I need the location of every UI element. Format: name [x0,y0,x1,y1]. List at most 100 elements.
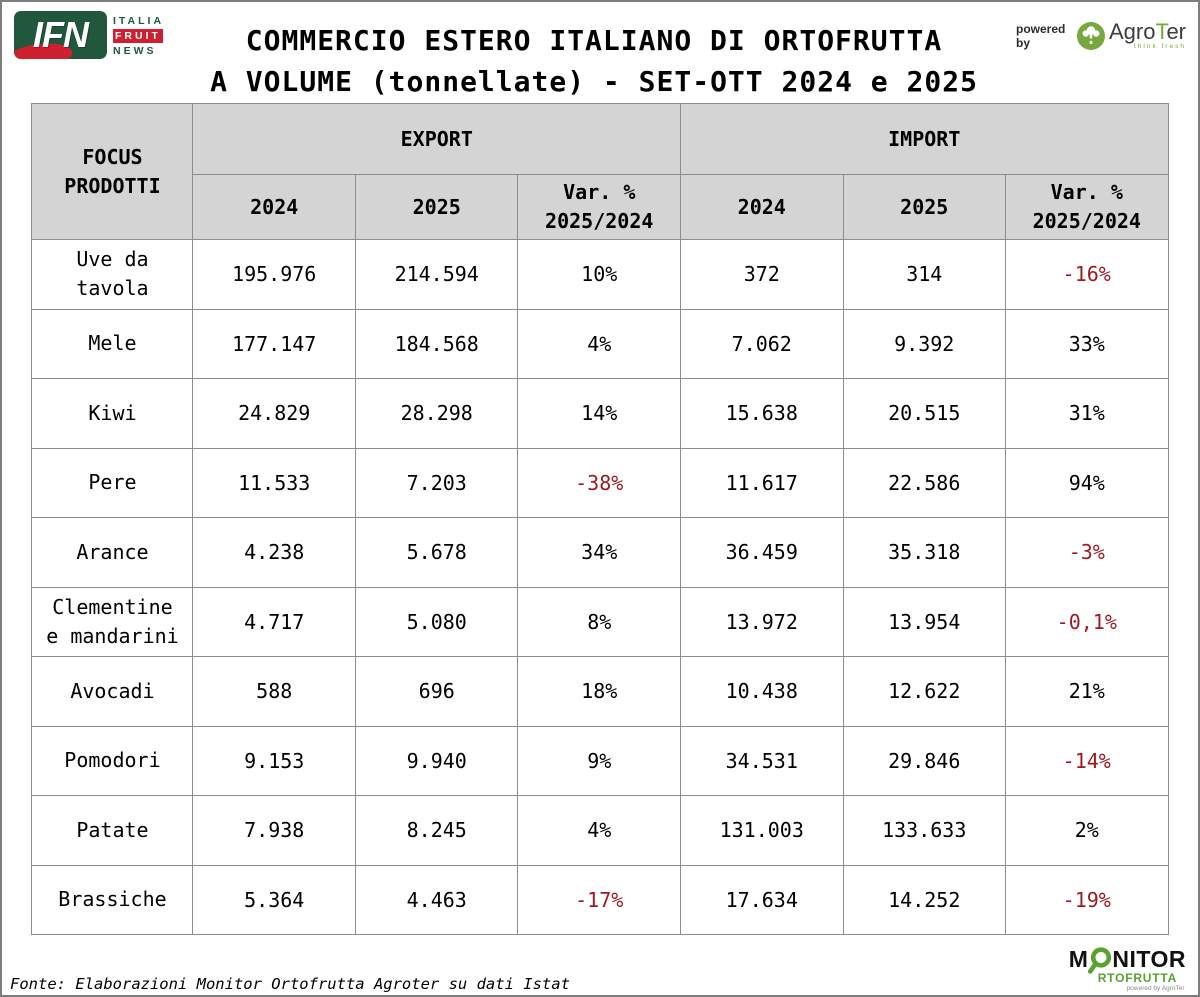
import-var-cell: -3% [1005,517,1169,588]
table-group-header-row: FOCUS PRODOTTI EXPORT IMPORT [31,103,1169,240]
title-line-2: A VOLUME (tonnellate) - SET-OTT 2024 e 2… [210,65,978,98]
export-var-cell: -17% [517,864,681,935]
page-title: COMMERCIO ESTERO ITALIANO DI ORTOFRUTTA … [172,11,1016,102]
import-var-cell: -19% [1005,864,1169,935]
import-var-cell: 33% [1005,308,1169,379]
ifn-badge: IFN [14,11,107,59]
header: IFN ITALIA FRUIT NEWS COMMERCIO ESTERO I… [2,2,1198,103]
column-header-export-2025: 2025 [354,174,519,240]
import-var-cell: -0,1% [1005,586,1169,657]
column-header-export-var: Var. % 2025/2024 [517,174,681,240]
source-note: Fonte: Elaborazioni Monitor Ortofrutta A… [10,975,570,993]
export-var-cell: 14% [517,378,681,449]
table-row: Clementine e mandarini 4.717 5.080 8% 13… [31,586,1169,657]
export-2024-cell: 24.829 [192,378,356,449]
product-cell: Clementine e mandarini [31,586,194,657]
ifn-acronym: IFN [33,14,89,55]
table-row: Pomodori 9.153 9.940 9% 34.531 29.846 -1… [31,725,1169,796]
ifn-word-fruit: FRUIT [113,29,163,43]
table-row: Patate 7.938 8.245 4% 131.003 133.633 2% [31,795,1169,866]
monitor-ortofrutta-logo: M NITOR RTOFRUTTA powered by AgroTer [1069,944,1186,995]
table-row: Kiwi 24.829 28.298 14% 15.638 20.515 31% [31,378,1169,449]
ifn-logo: IFN ITALIA FRUIT NEWS [14,11,172,59]
product-cell: Arance [31,517,194,588]
tree-icon [1076,22,1105,50]
export-2024-cell: 11.533 [192,447,356,518]
table-year-header-row: 2024 2025 Var. % 2025/2024 2024 2025 Var… [32,174,1169,240]
export-2025-cell: 8.245 [354,795,519,866]
import-2025-cell: 12.622 [842,656,1006,727]
column-header-focus-prodotti: FOCUS PRODOTTI [31,103,194,240]
import-var-cell: 31% [1005,378,1169,449]
export-2024-cell: 7.938 [192,795,356,866]
import-2025-cell: 9.392 [842,308,1006,379]
product-cell: Pomodori [31,725,194,796]
export-var-cell: 34% [517,517,681,588]
magnifier-icon [1087,946,1113,978]
product-cell: Uve da tavola [31,239,194,310]
column-header-export-2024: 2024 [192,174,356,240]
export-2024-cell: 9.153 [192,725,356,796]
product-cell: Kiwi [31,378,194,449]
import-2024-cell: 7.062 [680,308,844,379]
import-2025-cell: 35.318 [842,517,1006,588]
export-var-cell: 8% [517,586,681,657]
product-cell: Avocadi [31,656,194,727]
footer: Fonte: Elaborazioni Monitor Ortofrutta A… [4,944,1196,996]
export-2025-cell: 696 [354,656,519,727]
import-var-cell: 2% [1005,795,1169,866]
column-header-import-var: Var. % 2025/2024 [1005,174,1169,240]
export-var-cell: 4% [517,795,681,866]
ifn-word-news: NEWS [113,45,157,57]
export-2025-cell: 184.568 [354,308,519,379]
import-var-cell: 94% [1005,447,1169,518]
import-2025-cell: 314 [842,239,1006,310]
import-2025-cell: 13.954 [842,586,1006,657]
import-2024-cell: 131.003 [680,795,844,866]
import-var-cell: -16% [1005,239,1169,310]
table-row: Mele 177.147 184.568 4% 7.062 9.392 33% [31,308,1169,379]
trade-table: FOCUS PRODOTTI EXPORT IMPORT 2024 2025 V… [31,103,1169,935]
import-2025-cell: 22.586 [842,447,1006,518]
agroter-name: AgroTer [1108,19,1186,45]
export-var-cell: 9% [517,725,681,796]
import-2024-cell: 15.638 [680,378,844,449]
ifn-wordmark: ITALIA FRUIT NEWS [113,11,164,59]
powered-by-label: powered by [1016,22,1066,50]
product-cell: Patate [31,795,194,866]
product-cell: Pere [31,447,194,518]
export-2024-cell: 5.364 [192,864,356,935]
export-2024-cell: 177.147 [192,308,356,379]
export-var-cell: -38% [517,447,681,518]
import-2025-cell: 133.633 [842,795,1006,866]
monitor-subline: RTOFRUTTA [1097,970,1178,985]
export-2025-cell: 28.298 [354,378,519,449]
table-row: Pere 11.533 7.203 -38% 11.617 22.586 94% [31,447,1169,518]
monitor-wordmark: M NITOR [1069,944,1186,975]
export-2025-cell: 5.678 [354,517,519,588]
import-2025-cell: 20.515 [842,378,1006,449]
import-2025-cell: 14.252 [842,864,1006,935]
export-var-cell: 18% [517,656,681,727]
column-header-import-2024: 2024 [680,174,844,240]
export-2024-cell: 588 [192,656,356,727]
column-group-export: EXPORT [192,103,681,175]
export-var-cell: 4% [517,308,681,379]
column-group-import: IMPORT [680,103,1169,175]
export-2025-cell: 7.203 [354,447,519,518]
column-header-import-2025: 2025 [842,174,1006,240]
title-line-1: COMMERCIO ESTERO ITALIANO DI ORTOFRUTTA [245,24,943,57]
import-var-cell: -14% [1005,725,1169,796]
export-2025-cell: 5.080 [354,586,519,657]
table-row: Uve da tavola 195.976 214.594 10% 372 31… [31,239,1169,310]
import-2024-cell: 36.459 [680,517,844,588]
export-2025-cell: 4.463 [354,864,519,935]
ifn-word-italia: ITALIA [113,15,165,27]
import-2024-cell: 10.438 [680,656,844,727]
product-cell: Brassiche [31,864,194,935]
product-cell: Mele [31,308,194,379]
monitor-powered-by: powered by AgroTer [1126,984,1185,992]
export-var-cell: 10% [517,239,681,310]
import-2024-cell: 11.617 [680,447,844,518]
